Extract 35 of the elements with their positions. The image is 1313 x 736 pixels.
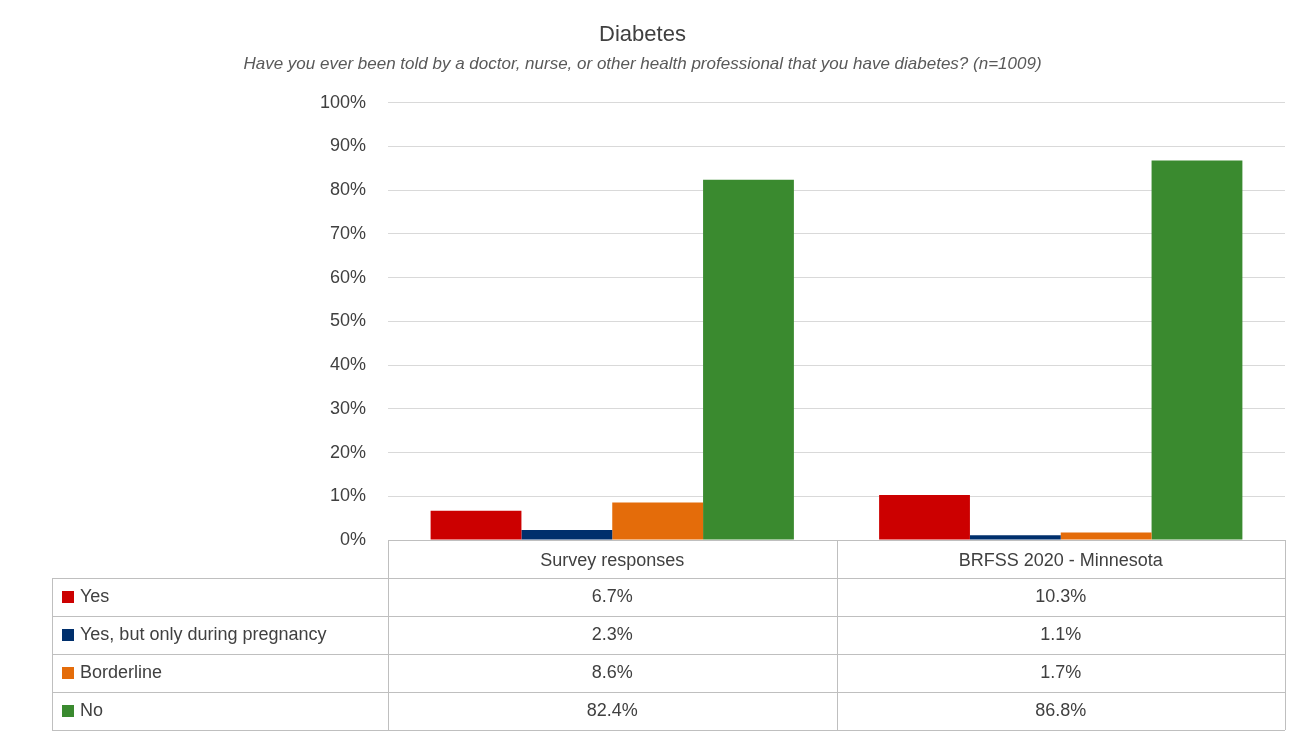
data-label: 2.3% [591,623,633,644]
bar [521,529,613,540]
y-tick-label: 50% [329,310,366,331]
legend-label: Borderline [80,661,163,682]
y-tick-label: 40% [329,354,366,375]
y-tick-label: 70% [329,222,366,243]
bar [1060,532,1152,540]
legend-label: Yes [80,585,110,606]
chart-subtitle: Have you ever been told by a doctor, nurse, or other health professional that you have diabetes? (n=1009) [243,54,1042,74]
bar [879,494,970,540]
y-tick-label: 80% [329,179,366,200]
bar [430,510,522,540]
x-tick-label: BRFSS 2020 - Minnesota [958,549,1164,570]
data-label: 6.7% [591,585,633,606]
bar [1151,160,1243,540]
legend-label: No [80,699,104,720]
y-tick-label: 20% [329,441,366,462]
data-label: 82.4% [586,699,638,720]
bar [703,179,794,540]
y-tick-label: 90% [329,135,366,156]
bar [969,535,1061,540]
data-label: 1.7% [1040,661,1082,682]
legend-label: Yes, but only during pregnancy [80,623,327,644]
data-label: 1.1% [1040,623,1082,644]
data-label: 86.8% [1035,699,1087,720]
y-tick-label: 60% [329,266,366,287]
y-tick-label: 0% [339,528,366,549]
x-tick-label: Survey responses [540,549,685,570]
chart-title: Diabetes [599,21,686,47]
y-tick-label: 30% [329,397,366,418]
data-label: 8.6% [591,661,633,682]
y-tick-label: 10% [329,485,366,506]
bar [612,502,704,540]
data-label: 10.3% [1035,585,1087,606]
y-tick-label: 100% [319,91,366,112]
